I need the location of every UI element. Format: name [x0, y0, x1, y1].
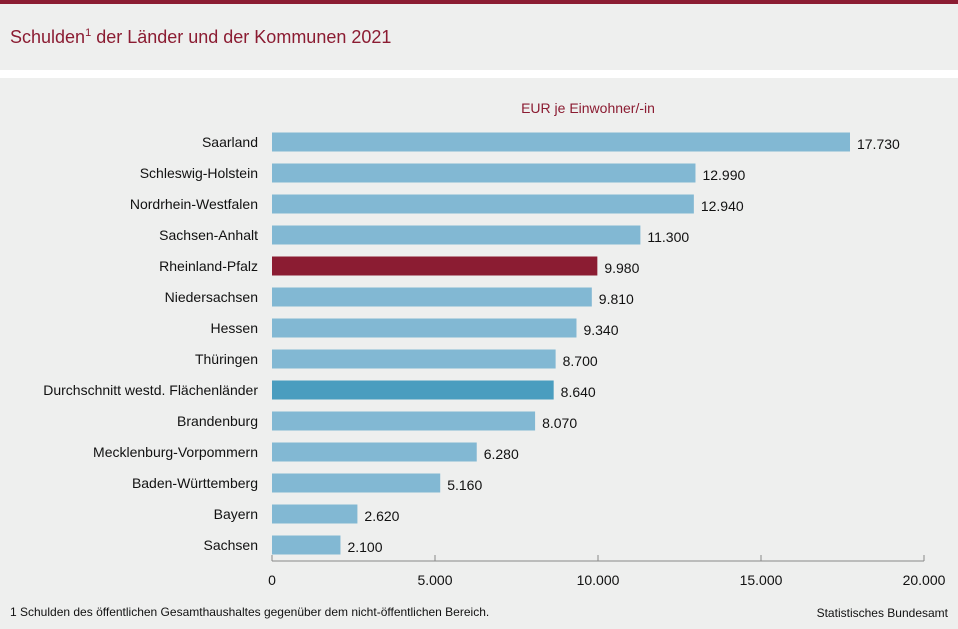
bar: [272, 349, 556, 369]
bar: [272, 380, 554, 400]
value-label: 8.640: [561, 384, 596, 400]
category-label: Brandenburg: [177, 413, 258, 429]
bar: [272, 132, 850, 152]
value-label: 8.700: [563, 353, 598, 369]
category-label: Thüringen: [195, 351, 258, 367]
bar: [272, 287, 592, 307]
value-label: 11.300: [647, 229, 689, 245]
category-label: Hessen: [211, 320, 258, 336]
bar: [272, 473, 441, 493]
title-rest: der Länder und der Kommunen 2021: [91, 27, 392, 47]
unit-label: EUR je Einwohner/-in: [521, 100, 655, 116]
chart-title: Schulden1 der Länder und der Kommunen 20…: [10, 27, 391, 48]
value-label: 17.730: [857, 136, 900, 152]
value-label: 12.940: [701, 198, 744, 214]
value-label: 12.990: [702, 167, 745, 183]
footnote: 1 Schulden des öffentlichen Gesamthausha…: [10, 605, 490, 619]
category-label: Schleswig-Holstein: [140, 165, 258, 181]
bar: [272, 318, 577, 338]
category-label: Sachsen: [204, 537, 258, 553]
bar: [272, 411, 536, 431]
category-label: Rheinland-Pfalz: [159, 258, 258, 274]
category-label: Sachsen-Anhalt: [159, 227, 258, 243]
bar: [272, 442, 477, 462]
title-footnote-marker: 1: [85, 27, 92, 39]
category-label: Baden-Württemberg: [132, 475, 258, 491]
value-label: 5.160: [447, 477, 482, 493]
value-label: 9.980: [604, 260, 639, 276]
category-label: Nordrhein-Westfalen: [130, 196, 258, 212]
category-label: Mecklenburg-Vorpommern: [93, 444, 258, 460]
value-label: 9.810: [599, 291, 634, 307]
category-label: Saarland: [202, 134, 258, 150]
category-label: Niedersachsen: [165, 289, 258, 305]
x-tick-label: 15.000: [740, 572, 783, 588]
value-label: 2.100: [347, 539, 382, 555]
bar: [272, 256, 598, 276]
value-label: 2.620: [364, 508, 399, 524]
x-tick-label: 20.000: [903, 572, 946, 588]
bar: [272, 194, 694, 214]
divider: [0, 70, 958, 78]
bar: [272, 163, 696, 183]
value-label: 8.070: [542, 415, 577, 431]
x-tick-label: 5.000: [417, 572, 452, 588]
category-label: Bayern: [214, 506, 258, 522]
x-tick-label: 10.000: [577, 572, 620, 588]
value-label: 6.280: [484, 446, 519, 462]
title-main: Schulden: [10, 27, 86, 47]
x-tick-label: 0: [268, 572, 276, 588]
category-label: Durchschnitt westd. Flächenländer: [43, 382, 258, 398]
source-label: Statistisches Bundesamt: [816, 606, 948, 620]
bar: [272, 225, 641, 245]
bar: [272, 535, 341, 555]
top-accent-bar: [0, 0, 958, 4]
bar: [272, 504, 358, 524]
value-label: 9.340: [583, 322, 618, 338]
